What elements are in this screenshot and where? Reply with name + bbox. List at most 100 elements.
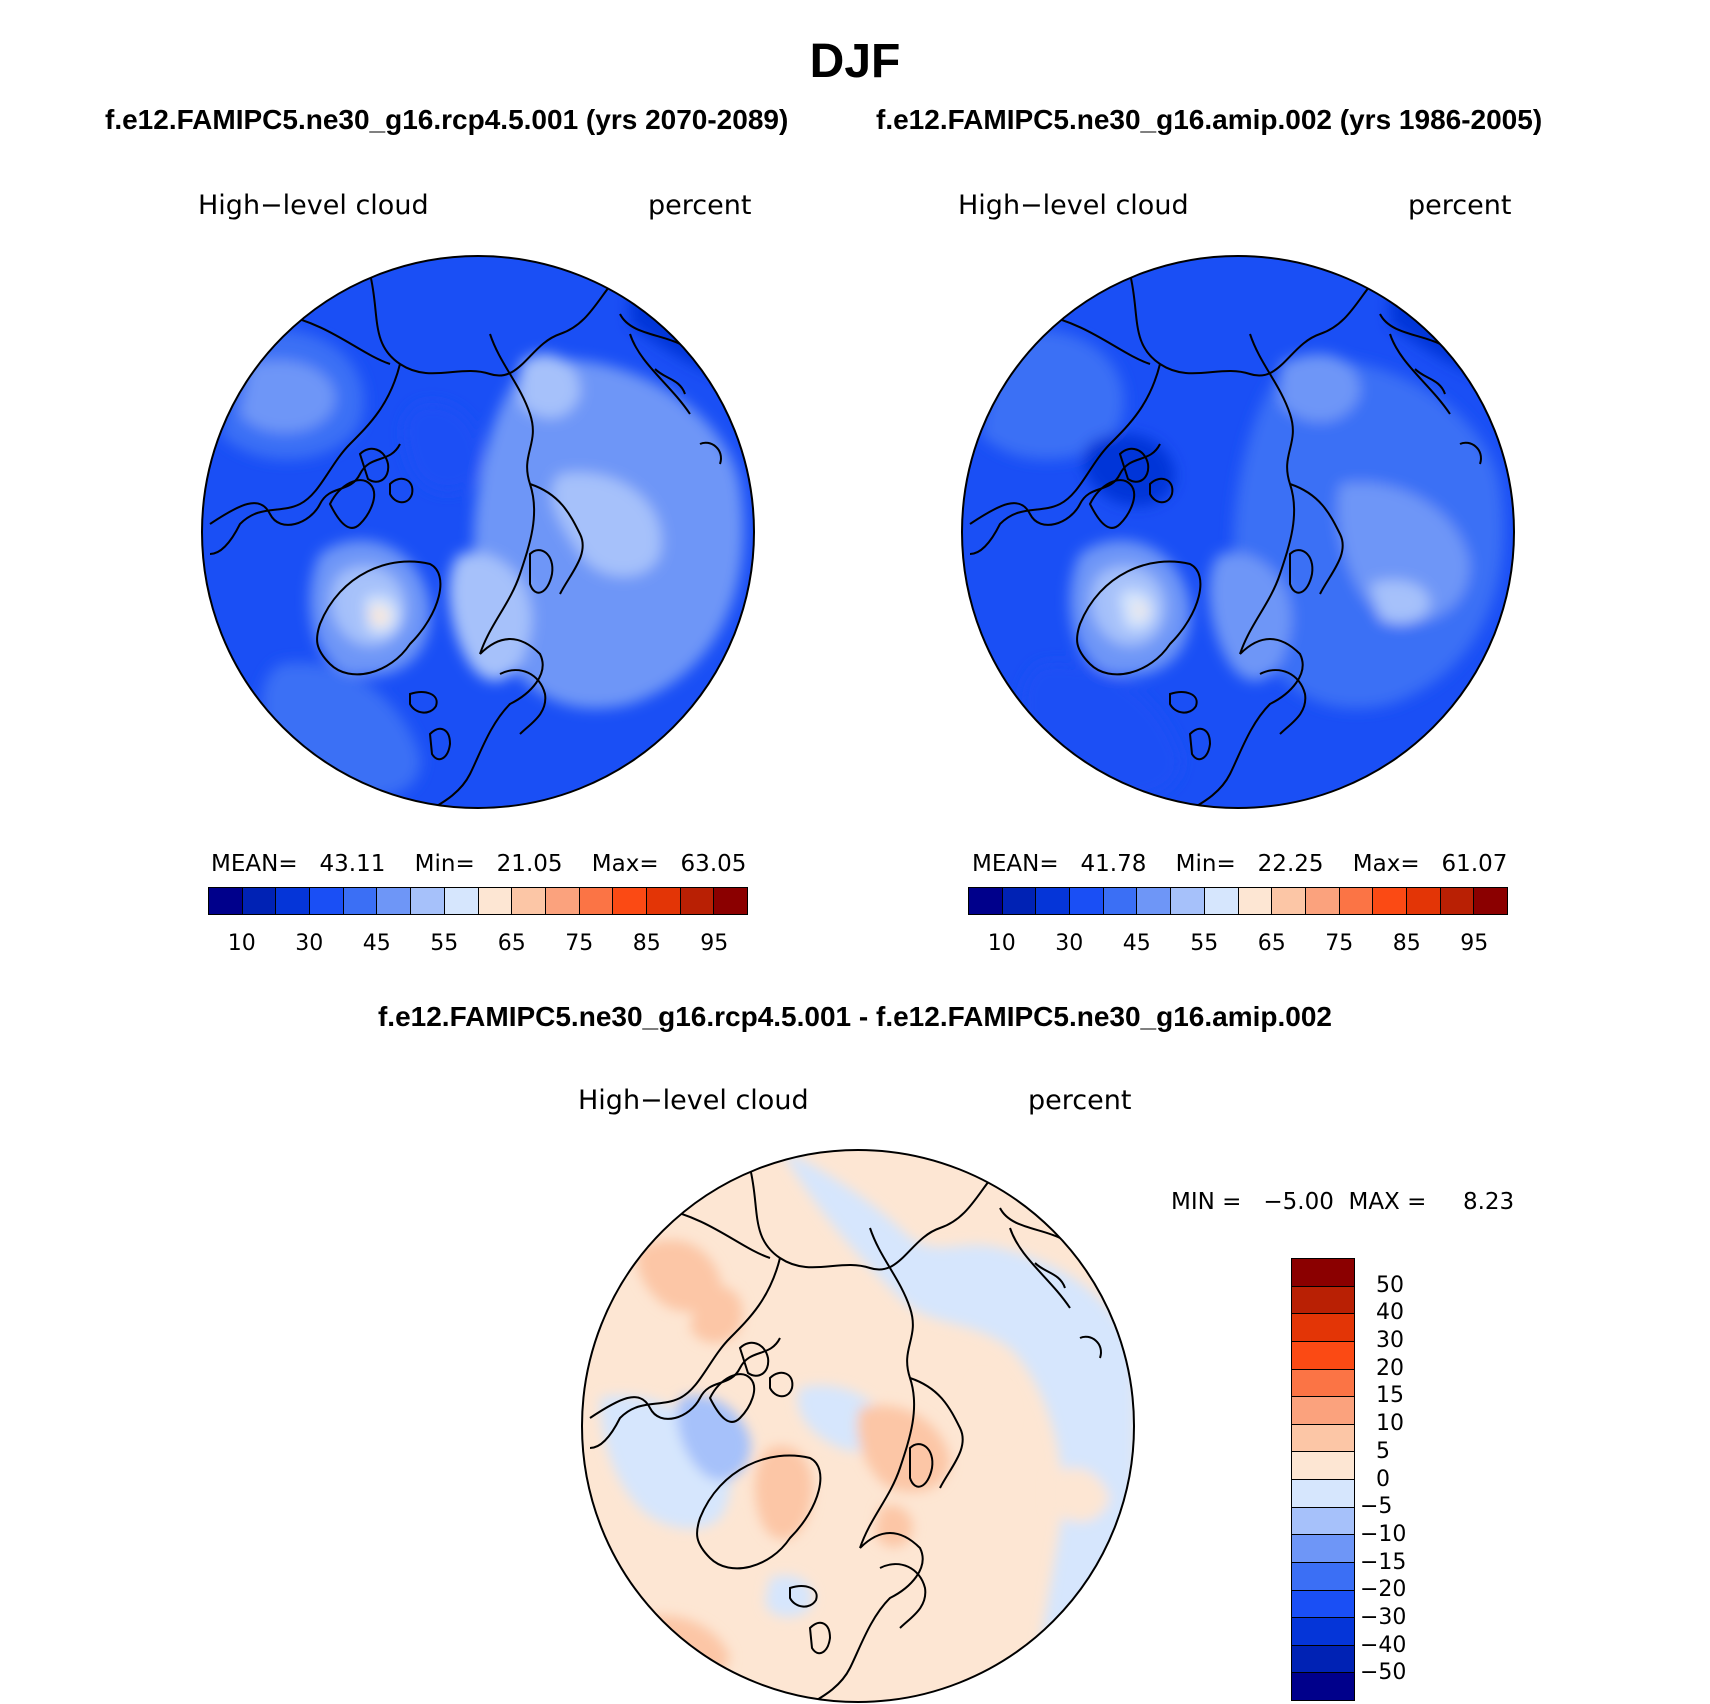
colorbar-swatch xyxy=(613,888,647,914)
case2-title: f.e12.FAMIPC5.ne30_g16.amip.002 (yrs 198… xyxy=(876,104,1543,135)
colorbar-tick-label: 95 xyxy=(1460,931,1489,956)
colorbar-swatch xyxy=(1292,1369,1354,1398)
colorbar-swatch xyxy=(1103,888,1138,914)
colorbar-swatch xyxy=(1292,1562,1354,1591)
colorbar-swatch xyxy=(646,888,681,914)
colorbar-swatch xyxy=(1440,888,1475,914)
case2-max-value: 61.07 xyxy=(1441,851,1508,877)
case1-title: f.e12.FAMIPC5.ne30_g16.rcp4.5.001 (yrs 2… xyxy=(105,104,789,135)
case2-mean-label: MEAN= xyxy=(972,851,1059,877)
colorbar-tick-label: −10 xyxy=(1360,1521,1407,1547)
colorbar-tick-label: 65 xyxy=(497,931,526,956)
case2-stats: MEAN= 41.78 Min= 22.25 Max= 61.07 xyxy=(972,851,1507,877)
colorbar-swatch xyxy=(444,888,479,914)
colorbar-tick-label: 50 xyxy=(1376,1272,1404,1298)
colorbar-swatch xyxy=(1406,888,1441,914)
diff-min-value: −5.00 xyxy=(1263,1189,1334,1215)
colorbar-swatch xyxy=(209,888,243,914)
diff-max-value: 8.23 xyxy=(1462,1189,1515,1215)
diff-colorbar xyxy=(1291,1258,1355,1701)
case1-units-label: percent xyxy=(648,190,752,221)
colorbar-swatch xyxy=(1292,1507,1354,1536)
colorbar-swatch xyxy=(1474,888,1507,914)
colorbar-tick-label: 75 xyxy=(1325,931,1354,956)
colorbar-swatch xyxy=(1070,888,1104,914)
colorbar-tick-label: 45 xyxy=(362,931,391,956)
case2-polar-map xyxy=(961,255,1515,809)
colorbar-swatch xyxy=(1002,888,1037,914)
colorbar-swatch xyxy=(343,888,378,914)
colorbar-tick-label: −15 xyxy=(1360,1549,1407,1575)
colorbar-tick-label: 55 xyxy=(1190,931,1219,956)
colorbar-swatch xyxy=(1292,1314,1354,1342)
diff-title: f.e12.FAMIPC5.ne30_g16.rcp4.5.001 - f.e1… xyxy=(377,1001,1333,1032)
colorbar-swatch xyxy=(1339,888,1374,914)
colorbar-tick-label: −5 xyxy=(1360,1494,1393,1520)
colorbar-swatch xyxy=(1292,1286,1354,1315)
case1-variable-label: High−level cloud xyxy=(198,190,429,221)
colorbar-swatch xyxy=(1292,1645,1354,1674)
colorbar-swatch xyxy=(1171,888,1205,914)
colorbar-tick-label: 30 xyxy=(1376,1328,1404,1354)
colorbar-swatch xyxy=(377,888,412,914)
case2-colorbar xyxy=(968,887,1508,915)
diff-min-label: MIN = xyxy=(1171,1189,1242,1215)
case2-units-label: percent xyxy=(1408,190,1512,221)
colorbar-swatch xyxy=(969,888,1003,914)
colorbar-swatch xyxy=(1305,888,1340,914)
colorbar-tick-label: 30 xyxy=(295,931,324,956)
colorbar-swatch xyxy=(310,888,344,914)
case1-max-value: 63.05 xyxy=(680,851,747,877)
case2-min-label: Min= xyxy=(1175,851,1236,877)
colorbar-swatch xyxy=(1272,888,1306,914)
colorbar-tick-label: −40 xyxy=(1360,1632,1407,1658)
colorbar-swatch xyxy=(1204,888,1239,914)
colorbar-swatch xyxy=(1238,888,1273,914)
case1-stats: MEAN= 43.11 Min= 21.05 Max= 63.05 xyxy=(211,851,746,877)
colorbar-tick-label: 95 xyxy=(700,931,729,956)
case1-max-label: Max= xyxy=(591,851,659,877)
colorbar-tick-label: 15 xyxy=(1376,1383,1404,1409)
case1-min-value: 21.05 xyxy=(496,851,563,877)
colorbar-tick-label: 40 xyxy=(1376,1300,1404,1326)
colorbar-swatch xyxy=(1292,1618,1354,1646)
colorbar-swatch xyxy=(714,888,747,914)
diff-units-label: percent xyxy=(1028,1085,1132,1116)
colorbar-tick-label: −30 xyxy=(1360,1604,1407,1630)
colorbar-tick-label: 55 xyxy=(430,931,459,956)
page-title: DJF xyxy=(809,35,901,88)
colorbar-tick-label: 10 xyxy=(227,931,256,956)
colorbar-swatch xyxy=(1373,888,1407,914)
case1-min-label: Min= xyxy=(414,851,475,877)
colorbar-swatch xyxy=(242,888,277,914)
colorbar-swatch xyxy=(545,888,580,914)
case2-mean-value: 41.78 xyxy=(1080,851,1147,877)
colorbar-tick-label: 85 xyxy=(1392,931,1421,956)
colorbar-tick-label: 45 xyxy=(1122,931,1151,956)
diff-variable-label: High−level cloud xyxy=(578,1085,809,1116)
case1-colorbar xyxy=(208,887,748,915)
diff-polar-map xyxy=(581,1149,1135,1703)
colorbar-tick-label: 0 xyxy=(1376,1466,1390,1492)
colorbar-swatch xyxy=(478,888,513,914)
case2-min-value: 22.25 xyxy=(1257,851,1324,877)
colorbar-tick-label: 85 xyxy=(632,931,661,956)
colorbar-swatch xyxy=(411,888,445,914)
case1-mean-label: MEAN= xyxy=(211,851,298,877)
colorbar-tick-label: 65 xyxy=(1257,931,1286,956)
colorbar-swatch xyxy=(512,888,546,914)
colorbar-tick-label: 10 xyxy=(1376,1411,1404,1437)
case2-variable-label: High−level cloud xyxy=(958,190,1189,221)
colorbar-swatch xyxy=(1292,1397,1354,1425)
colorbar-tick-label: 20 xyxy=(1376,1355,1404,1381)
colorbar-swatch xyxy=(1292,1590,1354,1619)
colorbar-swatch xyxy=(1292,1452,1354,1480)
case1-mean-value: 43.11 xyxy=(319,851,386,877)
colorbar-swatch xyxy=(1137,888,1172,914)
colorbar-swatch xyxy=(276,888,311,914)
diff-max-label: MAX = xyxy=(1348,1189,1427,1215)
colorbar-swatch xyxy=(1292,1535,1354,1563)
colorbar-swatch xyxy=(1292,1259,1354,1287)
colorbar-tick-label: −20 xyxy=(1360,1577,1407,1603)
colorbar-swatch xyxy=(579,888,614,914)
